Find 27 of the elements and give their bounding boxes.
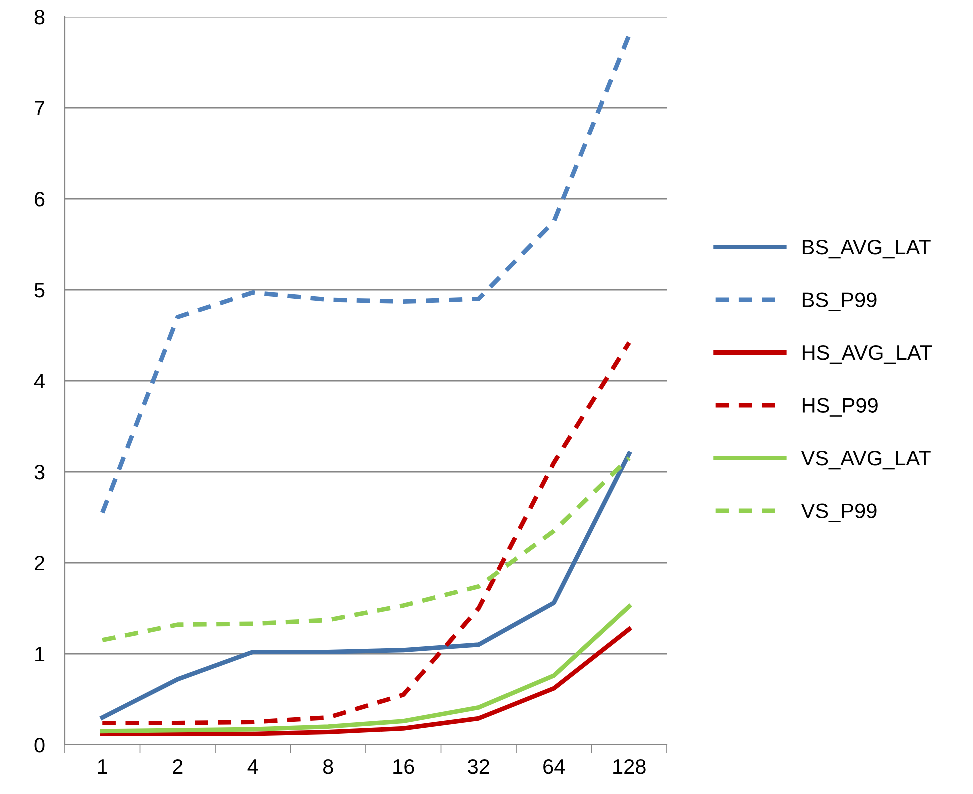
y-tick-label: 1 — [36, 647, 45, 662]
legend-label: VS_AVG_LAT — [801, 450, 931, 470]
line-series — [100, 456, 632, 643]
y-tick-label: 3 — [34, 465, 45, 480]
x-tick-label: 64 — [544, 759, 566, 774]
y-tick-label: 4 — [34, 374, 45, 389]
line-series — [100, 627, 632, 736]
legend-label: BS_AVG_LAT — [802, 240, 931, 259]
x-tick-label: 16 — [394, 759, 414, 774]
line-series — [100, 604, 632, 734]
y-tick-label: 0 — [34, 738, 45, 753]
x-tick-label: 2 — [173, 759, 183, 774]
y-tick-label: 5 — [34, 283, 45, 298]
y-tick-label: 7 — [35, 101, 45, 116]
legend-label: VS_P99 — [801, 504, 877, 522]
x-tick-label: 1 — [98, 760, 108, 774]
y-tick-label: 2 — [35, 556, 45, 571]
line-series — [100, 452, 632, 720]
legend-label: BS_P99 — [802, 292, 877, 312]
legend-label: HS_P99 — [802, 398, 878, 417]
y-tick-label: 6 — [35, 192, 45, 207]
x-tick-label: 4 — [248, 760, 258, 774]
x-tick-label: 32 — [468, 759, 490, 774]
legend-label: HS_AVG_LAT — [802, 345, 932, 364]
x-tick-label: 128 — [614, 759, 646, 774]
x-tick-label: 8 — [323, 759, 334, 774]
y-tick-label: 8 — [34, 10, 45, 25]
